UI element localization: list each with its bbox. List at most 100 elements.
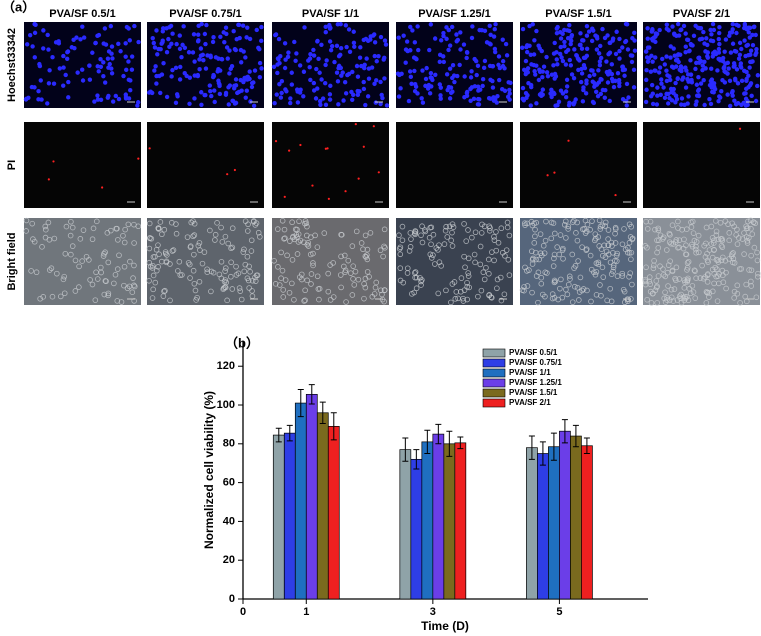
cell-dot: [130, 275, 136, 281]
cell-dot: [396, 35, 401, 40]
cell-dot: [216, 80, 222, 86]
cell-dot: [108, 23, 114, 29]
cell-dot: [362, 232, 369, 239]
cell-dot: [498, 297, 505, 304]
cell-dot: [238, 296, 245, 303]
cell-dot: [358, 45, 363, 50]
cell-dot: [685, 258, 692, 265]
cell-dot: [412, 40, 418, 45]
cell-dot: [551, 277, 558, 284]
cell-dot: [128, 88, 133, 93]
cell-dot: [288, 96, 293, 101]
cell-dot: [167, 24, 172, 30]
micrograph: [520, 21, 638, 108]
cell-dot: [722, 257, 729, 264]
cell-dot: [214, 220, 220, 226]
cell-dot: [248, 248, 255, 254]
cell-dot: [448, 85, 454, 90]
cell-dot: [754, 50, 759, 55]
cell-dot: [90, 50, 95, 55]
cell-dot: [345, 72, 350, 78]
bar: [327, 426, 340, 600]
cell-dot: [592, 235, 599, 242]
cell-dot: [536, 256, 542, 263]
micrograph: [519, 217, 637, 306]
cell-dot: [153, 246, 160, 253]
cell-dot: [93, 269, 99, 276]
cell-dot: [204, 22, 209, 28]
cell-dot: [528, 248, 535, 255]
cell-dot: [33, 22, 38, 27]
cell-dot: [382, 76, 387, 81]
cell-dot: [620, 97, 626, 102]
cell-dot: [362, 145, 365, 148]
cell-dot: [590, 68, 595, 73]
cell-dot: [742, 91, 747, 96]
image-background: [643, 122, 760, 208]
cell-dot: [504, 53, 510, 58]
cell-dot: [282, 65, 288, 71]
cell-dot: [461, 42, 467, 47]
cell-dot: [672, 32, 677, 37]
cell-dot: [251, 103, 257, 109]
cell-dot: [684, 267, 690, 273]
cell-dot: [196, 32, 201, 37]
cell-dot: [580, 286, 587, 292]
cell-dot: [317, 98, 323, 104]
cell-dot: [347, 270, 354, 276]
cell-dot: [404, 265, 411, 272]
cell-dot: [537, 231, 544, 237]
cell-dot: [444, 234, 451, 240]
cell-dot: [667, 95, 672, 101]
cell-dot: [212, 88, 217, 93]
cell-dot: [693, 102, 699, 107]
cell-dot: [428, 71, 434, 76]
cell-dot: [30, 44, 35, 49]
cell-dot: [529, 289, 535, 296]
cell-dot: [460, 295, 466, 302]
cell-dot: [719, 89, 724, 94]
cell-dot: [711, 51, 716, 56]
cell-dot: [249, 277, 256, 284]
cell-dot: [477, 97, 482, 102]
cell-dot: [146, 220, 153, 227]
cell-dot: [242, 261, 249, 268]
cell-dot: [607, 98, 612, 104]
cell-dot: [136, 39, 141, 45]
cell-dot: [135, 103, 140, 108]
cell-dot: [155, 52, 160, 57]
cell-dot: [615, 71, 621, 76]
cell-dot: [423, 83, 428, 89]
error-bar: [550, 432, 557, 461]
cell-dot: [223, 92, 229, 97]
cell-dot: [284, 252, 290, 259]
cell-dot: [464, 279, 470, 286]
cell-dot: [626, 239, 633, 246]
micrograph: [272, 122, 389, 208]
cell-dot: [447, 66, 453, 71]
cell-dot: [461, 221, 467, 227]
cell-dot: [432, 36, 438, 41]
cell-dot: [101, 250, 107, 257]
cell-dot: [679, 66, 684, 71]
cell-dot: [327, 39, 333, 44]
cell-dot: [275, 62, 280, 67]
cell-dot: [196, 278, 203, 285]
cell-dot: [222, 39, 227, 45]
cell-dot: [408, 24, 413, 30]
cell-dot: [397, 72, 402, 78]
cell-dot: [662, 289, 668, 296]
cell-dot: [203, 66, 209, 71]
y-tick-label: 60: [223, 477, 235, 489]
cell-dot: [104, 230, 111, 236]
cell-dot: [564, 84, 570, 89]
cell-dot: [253, 220, 260, 227]
cell-dot: [349, 292, 356, 298]
cell-dot: [632, 30, 637, 35]
cell-dot: [650, 59, 655, 64]
cell-dot: [705, 271, 711, 277]
cell-dot: [327, 97, 333, 102]
cell-dot: [692, 246, 699, 253]
cell-dot: [79, 258, 85, 264]
cell-dot: [644, 68, 649, 73]
